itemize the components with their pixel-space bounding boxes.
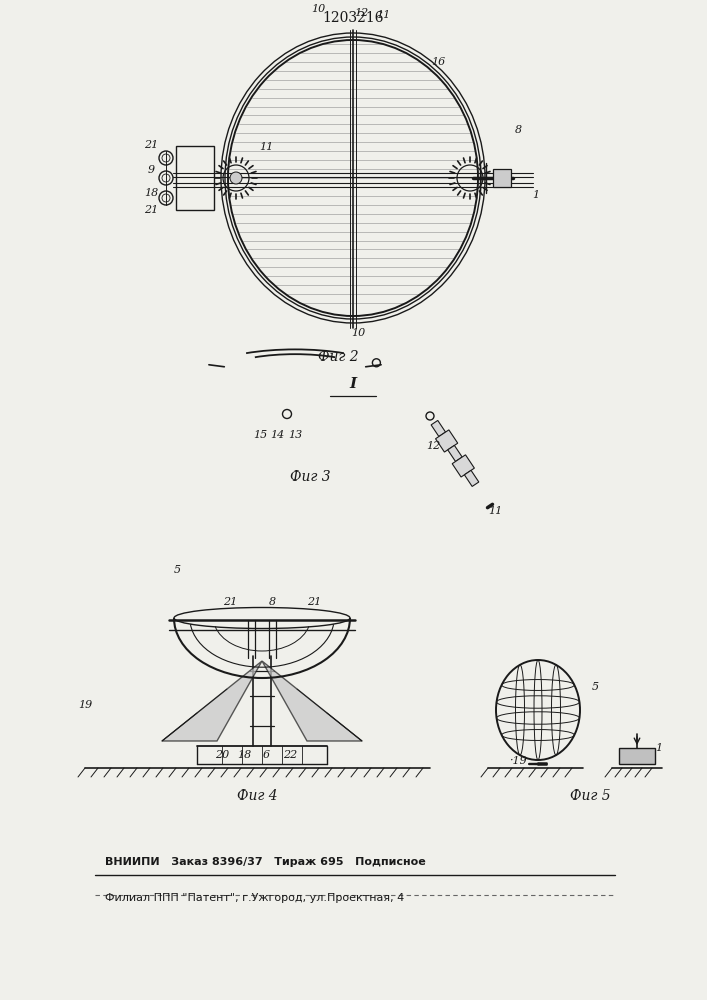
Text: Филиал ППП "Патент", г.Ужгород, ул.Проектная, 4: Филиал ППП "Патент", г.Ужгород, ул.Проек… bbox=[105, 893, 404, 903]
Polygon shape bbox=[448, 445, 462, 461]
Text: 14: 14 bbox=[270, 430, 284, 440]
Polygon shape bbox=[262, 661, 362, 741]
Text: Фиг 3: Фиг 3 bbox=[290, 470, 330, 484]
Text: 20: 20 bbox=[215, 750, 229, 760]
Text: 5: 5 bbox=[592, 682, 599, 692]
Text: 21: 21 bbox=[223, 597, 237, 607]
Polygon shape bbox=[431, 420, 445, 437]
Text: 10: 10 bbox=[311, 4, 325, 14]
Text: 8: 8 bbox=[515, 125, 522, 135]
Text: 1203216: 1203216 bbox=[322, 11, 384, 25]
Circle shape bbox=[230, 172, 242, 184]
Bar bbox=[619, 748, 655, 764]
Text: 12: 12 bbox=[354, 8, 368, 18]
Text: 21: 21 bbox=[144, 140, 158, 150]
Text: 22: 22 bbox=[283, 750, 297, 760]
Text: 19: 19 bbox=[78, 700, 92, 710]
Text: 10: 10 bbox=[351, 328, 365, 338]
Bar bbox=[493, 169, 511, 187]
Text: 8: 8 bbox=[269, 597, 276, 607]
Text: 11: 11 bbox=[488, 506, 502, 516]
Text: 1: 1 bbox=[532, 190, 539, 200]
Text: 1: 1 bbox=[655, 743, 662, 753]
Text: ВНИИПИ   Заказ 8396/37   Тираж 695   Подписное: ВНИИПИ Заказ 8396/37 Тираж 695 Подписное bbox=[105, 857, 426, 867]
Text: Фиг 4: Фиг 4 bbox=[237, 789, 277, 803]
Polygon shape bbox=[436, 430, 457, 452]
Text: 21: 21 bbox=[307, 597, 321, 607]
Text: 11: 11 bbox=[376, 10, 390, 20]
Text: Фиг 5: Фиг 5 bbox=[570, 789, 610, 803]
Text: I: I bbox=[349, 377, 356, 391]
Text: 13: 13 bbox=[288, 430, 302, 440]
Text: 9: 9 bbox=[148, 165, 155, 175]
Text: 5: 5 bbox=[173, 565, 180, 575]
Text: 18: 18 bbox=[144, 188, 158, 198]
Polygon shape bbox=[452, 455, 474, 477]
Text: 11: 11 bbox=[259, 142, 273, 152]
Text: 12: 12 bbox=[426, 441, 440, 451]
Text: Фиг 2: Фиг 2 bbox=[317, 350, 358, 364]
Polygon shape bbox=[162, 661, 262, 741]
Text: 21: 21 bbox=[144, 205, 158, 215]
Text: ·19: ·19 bbox=[509, 756, 527, 766]
Text: 6: 6 bbox=[262, 750, 269, 760]
Bar bbox=[176, 146, 214, 210]
Polygon shape bbox=[464, 470, 479, 486]
Text: 16: 16 bbox=[431, 57, 445, 67]
Text: 15: 15 bbox=[253, 430, 267, 440]
Text: 18: 18 bbox=[237, 750, 251, 760]
